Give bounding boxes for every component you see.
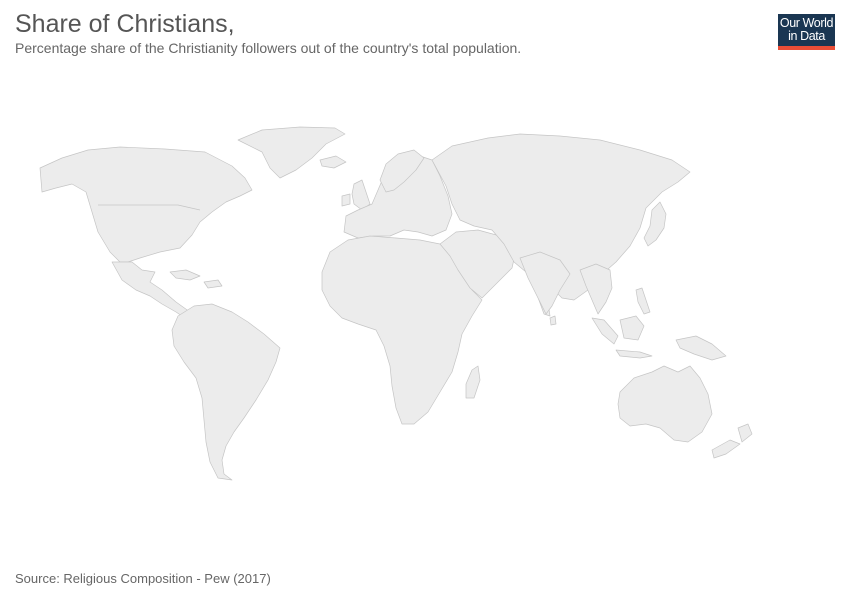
map-region-iceland[interactable] [319, 155, 347, 169]
map-region-india[interactable] [519, 251, 571, 315]
map-region-middle-east[interactable] [439, 229, 517, 299]
map-region-sri-lanka[interactable] [549, 315, 557, 326]
map-region-new-guinea[interactable] [675, 335, 727, 361]
map-region-southeast-asia[interactable] [579, 263, 613, 315]
our-world-in-data-logo[interactable]: Our World in Data [778, 14, 835, 50]
map-region-united-kingdom[interactable] [351, 179, 371, 211]
map-region-scandinavia[interactable] [379, 149, 425, 193]
map-region-cuba[interactable] [169, 269, 201, 281]
source-note: Source: Religious Composition - Pew (201… [15, 571, 271, 586]
map-region-madagascar[interactable] [465, 365, 481, 399]
map-region-japan[interactable] [643, 201, 667, 247]
map-region-indonesia-sumatra[interactable] [591, 317, 619, 345]
map-region-africa[interactable] [321, 235, 483, 425]
logo-line-2: in Data [788, 29, 825, 43]
map-region-new-zealand-south[interactable] [711, 439, 741, 459]
map-region-hispaniola[interactable] [203, 279, 223, 289]
map-region-south-america[interactable] [171, 303, 281, 481]
map-region-north-america[interactable] [39, 146, 253, 263]
map-region-europe[interactable] [343, 153, 453, 239]
map-region-ireland[interactable] [341, 193, 351, 207]
map-region-australia[interactable] [617, 365, 713, 443]
map-region-usa-canada-border [98, 204, 201, 211]
map-region-indonesia-borneo[interactable] [619, 315, 645, 341]
chart-subtitle: Percentage share of the Christianity fol… [15, 40, 522, 56]
chart-title: Share of Christians, [15, 10, 235, 38]
map-region-new-zealand[interactable] [737, 423, 753, 443]
map-region-indonesia-java[interactable] [615, 349, 653, 359]
map-region-philippines[interactable] [635, 287, 651, 315]
logo-line-1: Our World [779, 16, 834, 30]
map-region-greenland[interactable] [237, 126, 346, 179]
